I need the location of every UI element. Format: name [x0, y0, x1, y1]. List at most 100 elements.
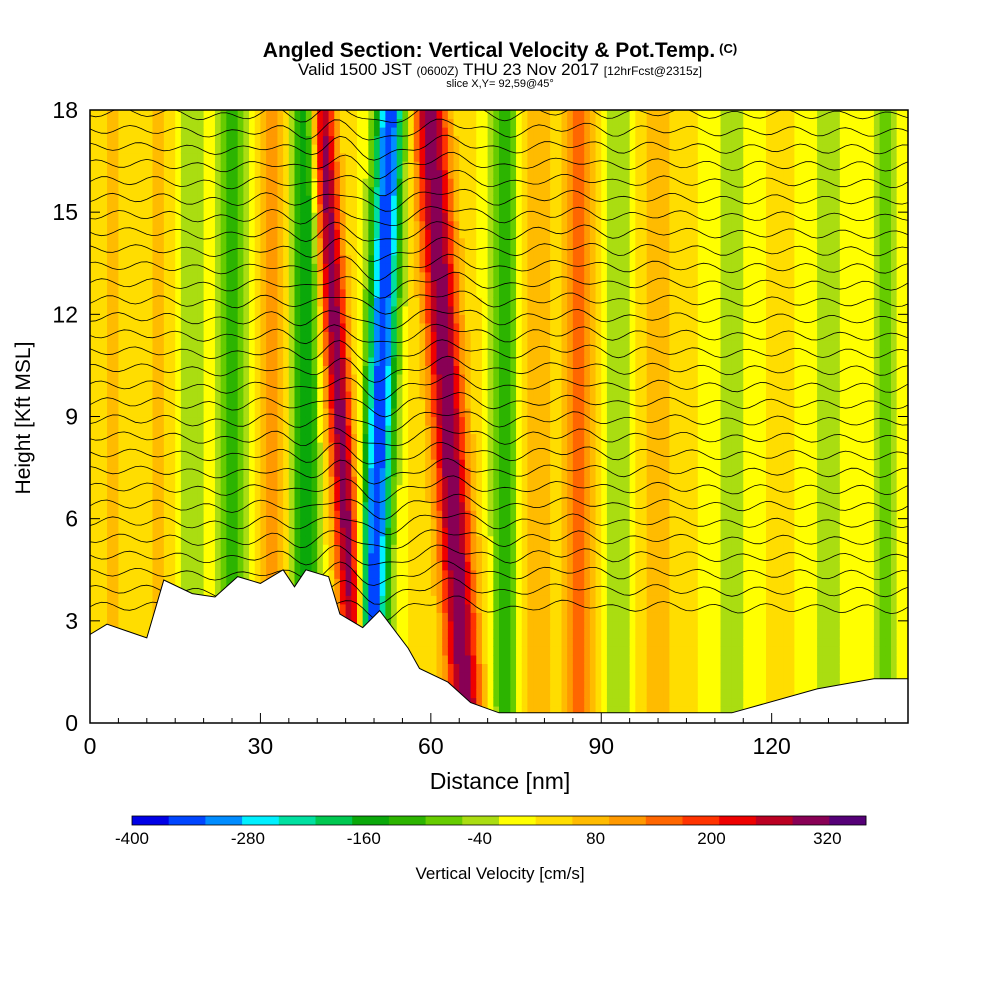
- velocity-cell: [169, 493, 176, 503]
- velocity-cell: [419, 552, 426, 562]
- velocity-cell: [402, 510, 409, 520]
- velocity-cell: [356, 373, 364, 384]
- velocity-cell: [203, 127, 210, 137]
- velocity-cell: [95, 586, 102, 596]
- velocity-cell: [351, 586, 358, 596]
- velocity-cell: [232, 118, 239, 128]
- velocity-cell: [135, 433, 142, 443]
- velocity-cell: [396, 416, 404, 426]
- velocity-cell: [243, 169, 250, 179]
- velocity-cell: [470, 169, 477, 179]
- velocity-cell: [95, 161, 102, 171]
- velocity-cell: [141, 527, 148, 537]
- velocity-cell: [351, 399, 358, 409]
- velocity-cell: [90, 144, 97, 154]
- velocity-cell: [334, 501, 341, 511]
- velocity-cell: [419, 263, 426, 273]
- velocity-cell: [459, 280, 466, 290]
- velocity-cell: [118, 118, 125, 128]
- velocity-cell: [442, 484, 449, 494]
- velocity-cell: [163, 195, 171, 205]
- velocity-cell: [470, 254, 477, 264]
- velocity-cell: [112, 297, 119, 307]
- velocity-cell: [271, 229, 279, 239]
- velocity-cell: [436, 373, 443, 384]
- velocity-cell: [351, 484, 358, 494]
- velocity-cell: [362, 195, 369, 205]
- velocity-cell: [95, 305, 102, 315]
- velocity-cell: [413, 246, 421, 256]
- velocity-cell: [129, 442, 137, 452]
- velocity-cell: [135, 169, 142, 179]
- velocity-cell: [322, 297, 330, 307]
- velocity-cell: [391, 110, 398, 120]
- velocity-cell: [476, 390, 483, 401]
- velocity-cell: [447, 595, 455, 605]
- velocity-cell: [283, 220, 290, 230]
- velocity-cell: [385, 442, 392, 452]
- velocity-cell: [152, 552, 159, 562]
- velocity-cell: [186, 263, 193, 273]
- velocity-cell: [237, 348, 244, 358]
- velocity-cell: [425, 535, 432, 545]
- velocity-cell: [402, 544, 409, 554]
- velocity-cell: [192, 484, 199, 494]
- velocity-cell: [374, 212, 381, 222]
- velocity-cell: [101, 578, 108, 588]
- velocity-cell: [90, 254, 97, 264]
- velocity-cell: [220, 110, 227, 120]
- velocity-cell: [351, 595, 358, 605]
- velocity-cell: [249, 433, 256, 443]
- velocity-cell: [294, 246, 301, 256]
- velocity-cell: [129, 161, 137, 171]
- velocity-cell: [334, 237, 341, 247]
- velocity-cell: [192, 373, 199, 384]
- velocity-cell: [197, 569, 205, 579]
- velocity-cell: [430, 212, 438, 222]
- velocity-cell: [317, 561, 324, 571]
- velocity-cell: [356, 297, 364, 307]
- velocity-cell: [476, 229, 483, 239]
- velocity-cell: [379, 229, 386, 239]
- velocity-cell: [288, 365, 296, 375]
- velocity-cell: [300, 195, 307, 205]
- velocity-cell: [453, 237, 460, 247]
- velocity-cell: [374, 407, 381, 418]
- velocity-cell: [220, 382, 227, 392]
- velocity-cell: [192, 322, 199, 332]
- velocity-cell: [339, 246, 347, 256]
- velocity-cell: [362, 271, 369, 281]
- velocity-cell: [356, 254, 364, 264]
- velocity-cell: [288, 169, 296, 179]
- velocity-cell: [180, 518, 188, 528]
- velocity-cell: [391, 382, 398, 392]
- velocity-cell: [476, 518, 483, 528]
- velocity-cell: [90, 237, 97, 247]
- velocity-cell: [317, 407, 324, 418]
- velocity-cell: [90, 442, 97, 452]
- velocity-cell: [146, 271, 154, 281]
- velocity-cell: [112, 144, 119, 154]
- velocity-cell: [169, 518, 176, 528]
- velocity-cell: [322, 229, 330, 239]
- velocity-cell: [283, 254, 290, 264]
- velocity-cell: [112, 152, 119, 162]
- velocity-cell: [101, 586, 108, 596]
- velocity-cell: [453, 569, 460, 579]
- velocity-cell: [118, 203, 125, 213]
- velocity-cell: [459, 552, 466, 562]
- velocity-cell: [294, 467, 301, 477]
- velocity-cell: [436, 578, 443, 588]
- velocity-cell: [300, 212, 307, 222]
- velocity-cell: [408, 186, 415, 196]
- velocity-cell: [476, 680, 483, 690]
- velocity-cell: [385, 229, 392, 239]
- velocity-cell: [328, 569, 335, 579]
- velocity-cell: [129, 169, 137, 179]
- velocity-cell: [203, 416, 210, 426]
- velocity-cell: [101, 203, 108, 213]
- velocity-cell: [322, 195, 330, 205]
- velocity-cell: [391, 254, 398, 264]
- velocity-cell: [283, 467, 290, 477]
- velocity-cell: [141, 425, 148, 435]
